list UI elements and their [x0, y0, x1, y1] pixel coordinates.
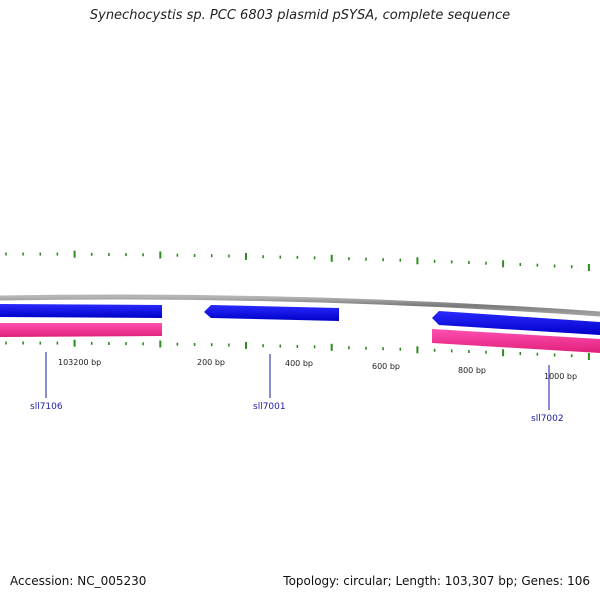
gene-label-sll7106[interactable]: sll7106 — [30, 402, 63, 412]
plasmid-backbone — [0, 294, 600, 317]
gene-sll7106-pink[interactable] — [0, 323, 162, 337]
scale-label-600: 600 bp — [372, 362, 400, 371]
map-title: Synechocystis sp. PCC 6803 plasmid pSYSA… — [89, 8, 511, 23]
scale-label-103200: 103200 bp — [58, 358, 101, 367]
map-summary-text: Topology: circular; Length: 103,307 bp; … — [283, 574, 590, 588]
gene-sll7001[interactable] — [204, 305, 339, 321]
gene-sll7002-pink[interactable] — [432, 329, 600, 353]
scale-label-800: 800 bp — [458, 366, 486, 375]
scale-label-400: 400 bp — [285, 359, 313, 368]
outer-tick-marks — [5, 250, 590, 271]
gene-sll7106-blue[interactable] — [0, 304, 162, 318]
gene-sll7002-blue[interactable] — [432, 311, 600, 335]
inner-tick-marks — [5, 339, 590, 360]
scale-label-1000: 1000 bp — [544, 372, 577, 381]
scale-label-200: 200 bp — [197, 358, 225, 367]
gene-label-sll7001[interactable]: sll7001 — [253, 402, 286, 412]
scale-labels: 103200 bp 200 bp 400 bp 600 bp 800 bp 10… — [58, 358, 577, 381]
gene-label-sll7002[interactable]: sll7002 — [531, 414, 564, 424]
accession-text: Accession: NC_005230 — [10, 574, 147, 588]
